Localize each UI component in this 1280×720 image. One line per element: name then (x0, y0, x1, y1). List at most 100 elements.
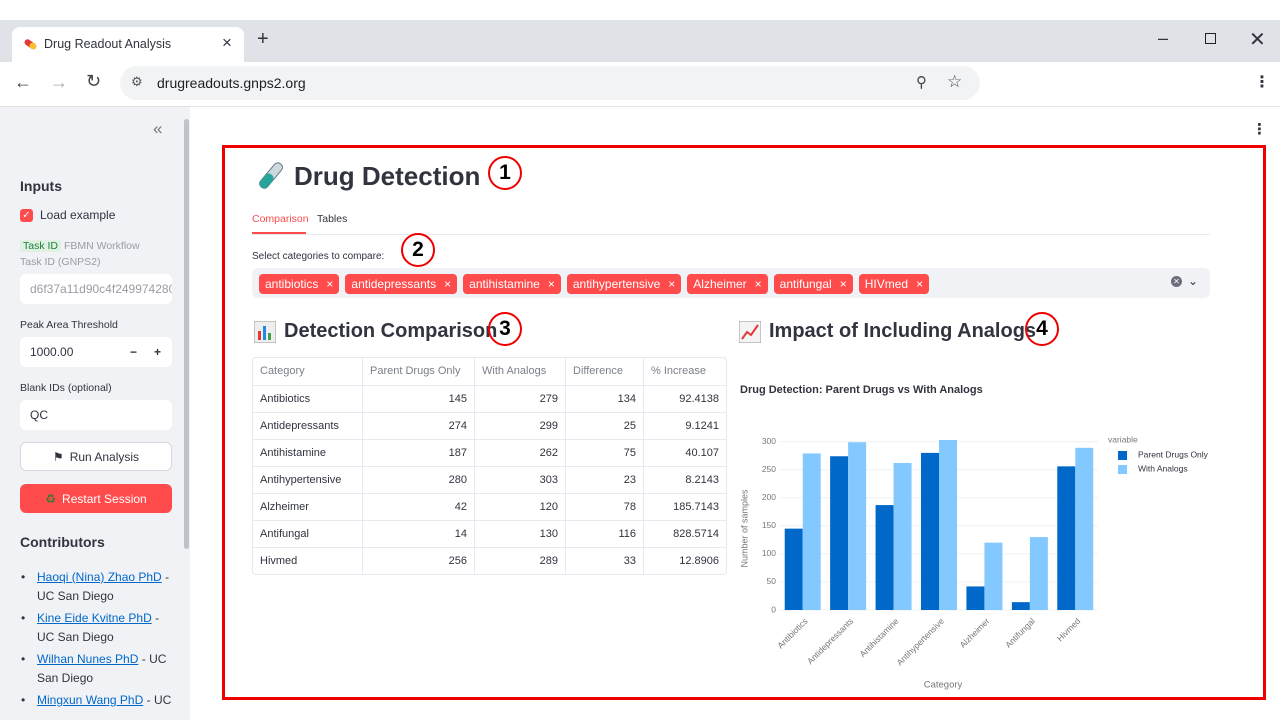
url-box[interactable]: ⚙ drugreadouts.gnps2.org ⚲ ☆ (120, 66, 980, 100)
checkbox[interactable]: ✓ (20, 209, 33, 222)
chip[interactable]: antidepressants × (345, 274, 458, 294)
chip[interactable]: antihistamine × (463, 274, 561, 294)
section-right: Impact of Including Analogs (769, 320, 1037, 342)
chip[interactable]: antifungal × (773, 274, 853, 294)
browser-menu[interactable]: ⋮ (1254, 74, 1270, 91)
table-cell: 828.5714 (643, 521, 726, 547)
annotation: 3 (488, 312, 522, 346)
chips: antibiotics × antidepressants × antihistamin… (259, 274, 930, 294)
site-info[interactable]: ⚙ (131, 74, 143, 89)
contributor-affiliation: - UC San Diego (37, 652, 167, 685)
data-table: Category Parent Drugs Only With Analogs Dif… (252, 357, 727, 575)
table-cell: Antifungal (260, 528, 309, 540)
column-header: % Increase (643, 358, 726, 385)
tab-divider (252, 234, 1210, 235)
new-tab[interactable]: + (257, 28, 269, 50)
chip-remove[interactable]: × (668, 277, 676, 291)
table-cell: 289 (474, 548, 565, 574)
task-id-input[interactable]: d6f37a11d90c4f249974280c (20, 274, 172, 304)
table-cell: Alzheimer (260, 501, 309, 513)
zoom[interactable]: ⚲ (916, 74, 927, 91)
close-tab[interactable]: × (222, 33, 232, 52)
tab-underline (252, 232, 306, 234)
contributor-link[interactable]: Kine Eide Kvitne PhD (37, 611, 152, 625)
table-cell: 187 (362, 440, 474, 466)
bullet: • (21, 570, 26, 584)
reload[interactable]: ↻ (86, 71, 102, 91)
back[interactable]: ← (14, 72, 32, 92)
table-cell: 78 (565, 494, 643, 520)
table-cell: 42 (362, 494, 474, 520)
table-cell: Hivmed (260, 555, 298, 567)
chip[interactable]: antibiotics × (259, 274, 340, 294)
recycle-icon: ♻ (45, 491, 57, 506)
chip-remove[interactable]: × (754, 277, 762, 291)
table-cell: Antihypertensive (260, 474, 342, 486)
app-menu[interactable]: ⋮ (1252, 121, 1267, 138)
minimize[interactable]: – (1158, 28, 1169, 48)
chip[interactable]: Alzheimer × (687, 274, 768, 294)
contributor: • Haoqi (Nina) Zhao PhD - UC San Diego (21, 568, 172, 606)
chip[interactable]: antihypertensive × (566, 274, 682, 294)
table-cell: 33 (565, 548, 643, 574)
dropdown[interactable]: ⌄ (1188, 274, 1199, 288)
inputs-heading: Inputs (20, 178, 62, 194)
chip-remove[interactable]: × (326, 277, 334, 291)
scrollbar[interactable] (184, 119, 189, 549)
bullet: • (21, 652, 26, 666)
url: drugreadouts.gnps2.org (157, 75, 306, 91)
contributor-affiliation: - UC San Diego (37, 611, 160, 644)
multiselect[interactable]: antibiotics × antidepressants × antihistamin… (252, 268, 1210, 298)
chip[interactable]: HIVmed × (858, 274, 930, 294)
table-row: Antifungal 14 130 116 828.5714 (253, 520, 726, 547)
table-cell: 279 (474, 386, 565, 412)
restart-button[interactable]: ♻ Restart Session (20, 484, 172, 513)
table-cell: 274 (362, 413, 474, 439)
restore[interactable] (1205, 33, 1216, 44)
bullet: • (21, 693, 26, 707)
table-cell: 92.4138 (643, 386, 726, 412)
table-row: Hivmed 256 289 33 12.8906 (253, 547, 726, 574)
table-cell: 303 (474, 467, 565, 493)
test-tube-icon (259, 162, 283, 189)
chip-remove[interactable]: × (444, 277, 452, 291)
contributor-affiliation: - UC (146, 693, 172, 707)
peak-label: Peak Area Threshold (20, 319, 118, 331)
contributor-link[interactable]: Mingxun Wang PhD (37, 693, 144, 707)
chip-remove[interactable]: × (916, 277, 924, 291)
blank-input[interactable]: QC (20, 400, 172, 430)
run-button[interactable]: ⚑ Run Analysis (20, 442, 172, 471)
decrement[interactable]: − (130, 345, 138, 359)
page-title: Drug Detection (294, 161, 481, 191)
run-label: Run Analysis (69, 449, 140, 464)
tab-tables[interactable]: Tables (317, 213, 348, 225)
contributor-link[interactable]: Wilhan Nunes PhD (37, 652, 139, 666)
chip-remove[interactable]: × (839, 277, 847, 291)
close-window[interactable]: ✕ (1249, 29, 1266, 51)
contributor: • Kine Eide Kvitne PhD - UC San Diego (21, 609, 172, 647)
section-left: Detection Comparison (284, 320, 498, 342)
column-header: Category (260, 365, 305, 377)
bookmark[interactable]: ☆ (947, 72, 963, 91)
annotation: 4 (1025, 312, 1059, 346)
flag-icon: ⚑ (52, 449, 64, 464)
table-cell: 130 (474, 521, 565, 547)
task-id-label: Task ID FBMN Workflow Task ID (GNPS2) (20, 238, 160, 270)
chip-label: antifungal (779, 277, 832, 291)
browser-tab[interactable]: Drug Readout Analysis × (12, 27, 244, 62)
table-cell: Antidepressants (260, 420, 339, 432)
table-header: Category Parent Drugs Only With Analogs Dif… (253, 358, 726, 385)
clear-all[interactable]: ✕ (1171, 276, 1182, 287)
table-cell: 40.107 (643, 440, 726, 466)
table-cell: 145 (362, 386, 474, 412)
contributor-link[interactable]: Haoqi (Nina) Zhao PhD (37, 570, 162, 584)
increment[interactable]: + (154, 345, 162, 359)
forward[interactable]: → (50, 72, 68, 92)
peak-input[interactable]: 1000.00 − + (20, 337, 172, 367)
chip-remove[interactable]: × (547, 277, 555, 291)
address-bar: ← → ↻ ⚙ drugreadouts.gnps2.org ⚲ ☆ ⋮ (0, 62, 1280, 107)
collapse-sidebar[interactable]: « (153, 119, 163, 138)
table-cell: 256 (362, 548, 474, 574)
tab-comparison[interactable]: Comparison (252, 213, 309, 225)
chip-label: HIVmed (864, 277, 909, 291)
